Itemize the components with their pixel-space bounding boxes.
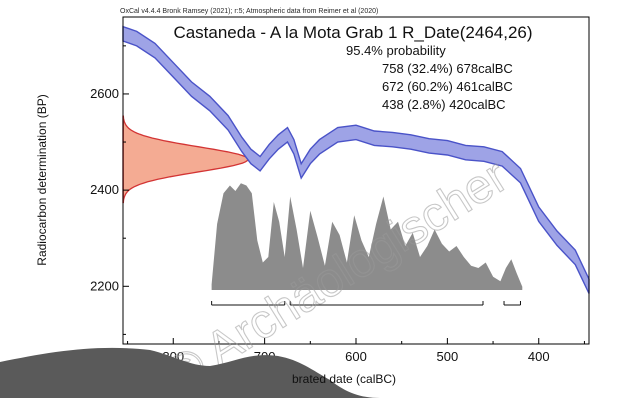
y-tick-label: 2400 <box>90 182 119 197</box>
posterior-distribution <box>211 183 523 290</box>
y-axis-label: Radiocarbon determination (BP) <box>35 94 49 265</box>
range-label-1: 758 (32.4%) 678calBC <box>382 61 513 76</box>
x-tick-label: 600 <box>345 349 367 364</box>
range-label-2: 672 (60.2%) 461calBC <box>382 79 513 94</box>
range-bar-2 <box>289 301 484 306</box>
x-tick-label: 400 <box>528 349 550 364</box>
y-tick-label: 2600 <box>90 86 119 101</box>
credit-text: OxCal v4.4.4 Bronk Ramsey (2021); r:5; A… <box>120 8 378 15</box>
chart-title: Castaneda - A la Mota Grab 1 R_Date(2464… <box>173 23 532 42</box>
x-tick-label: 500 <box>437 349 459 364</box>
y-tick-label: 2200 <box>90 278 119 293</box>
probability-header: 95.4% probability <box>346 43 446 58</box>
y-axis: 2600 2400 2200 <box>90 45 129 335</box>
range-bar-1 <box>211 301 286 306</box>
range-bar-3 <box>503 301 521 306</box>
x-axis-label: brated date (calBC) <box>292 372 396 386</box>
torn-scan-edge <box>0 347 380 398</box>
range-label-3: 438 (2.8%) 420calBC <box>382 97 506 112</box>
